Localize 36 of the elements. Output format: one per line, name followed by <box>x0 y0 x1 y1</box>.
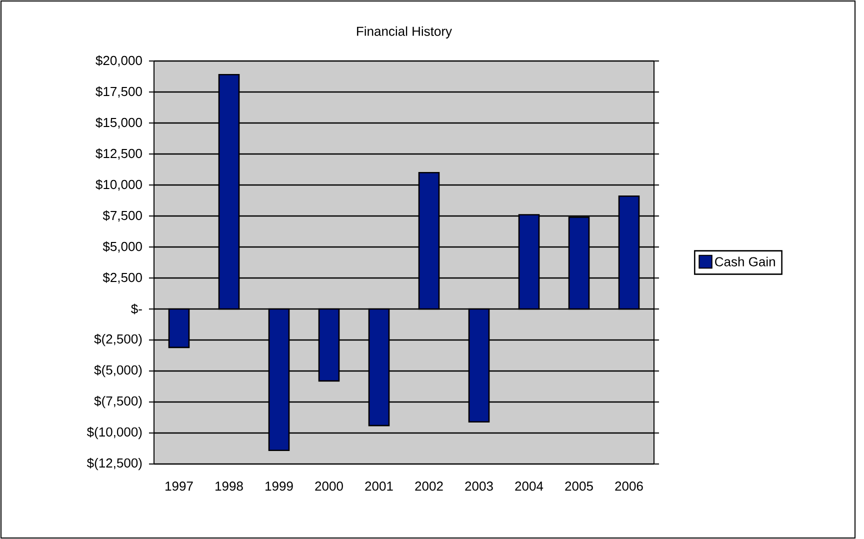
y-tick-label: $2,500 <box>102 272 142 284</box>
y-tick-label: $- <box>131 304 142 314</box>
y-tick-label: $17,500 <box>96 86 142 98</box>
x-tick-label: 2005 <box>565 482 593 491</box>
bar <box>168 308 190 348</box>
x-tick-label: 2003 <box>465 482 493 491</box>
y-tick-label: $7,500 <box>102 210 142 222</box>
bar <box>268 308 290 452</box>
y-tick-label: $15,000 <box>96 117 142 129</box>
y-tick-label: $(5,000) <box>94 364 142 378</box>
bar <box>518 214 540 310</box>
y-tick-label: $(10,000) <box>86 426 142 440</box>
bar <box>318 308 340 382</box>
x-tick-label: 2001 <box>365 482 393 491</box>
bar <box>418 172 440 310</box>
y-tick-label: $10,000 <box>96 179 142 191</box>
bar <box>368 308 390 426</box>
y-tick-label: $20,000 <box>96 55 142 67</box>
x-tick-label: 2004 <box>515 482 544 491</box>
x-tick-label: 2000 <box>315 482 343 491</box>
bar <box>468 308 490 422</box>
x-tick-label: 1998 <box>216 482 243 491</box>
y-tick-label: $(12,500) <box>86 458 142 470</box>
legend-label: Cash Gain <box>715 256 775 266</box>
y-tick-label: $12,500 <box>96 148 142 160</box>
x-tick-label: 2006 <box>615 482 643 491</box>
chart-title: Financial History <box>357 26 452 38</box>
bar <box>618 196 640 310</box>
y-tick-label: $(2,500) <box>94 334 142 346</box>
y-tick-label: $(7,500) <box>94 396 142 408</box>
x-tick-label: 1999 <box>266 482 293 491</box>
x-tick-label: 2002 <box>415 482 443 491</box>
x-tick-label: 1997 <box>166 482 193 491</box>
bar <box>218 74 240 310</box>
bar <box>568 216 590 310</box>
y-tick-label: $5,000 <box>102 241 142 253</box>
